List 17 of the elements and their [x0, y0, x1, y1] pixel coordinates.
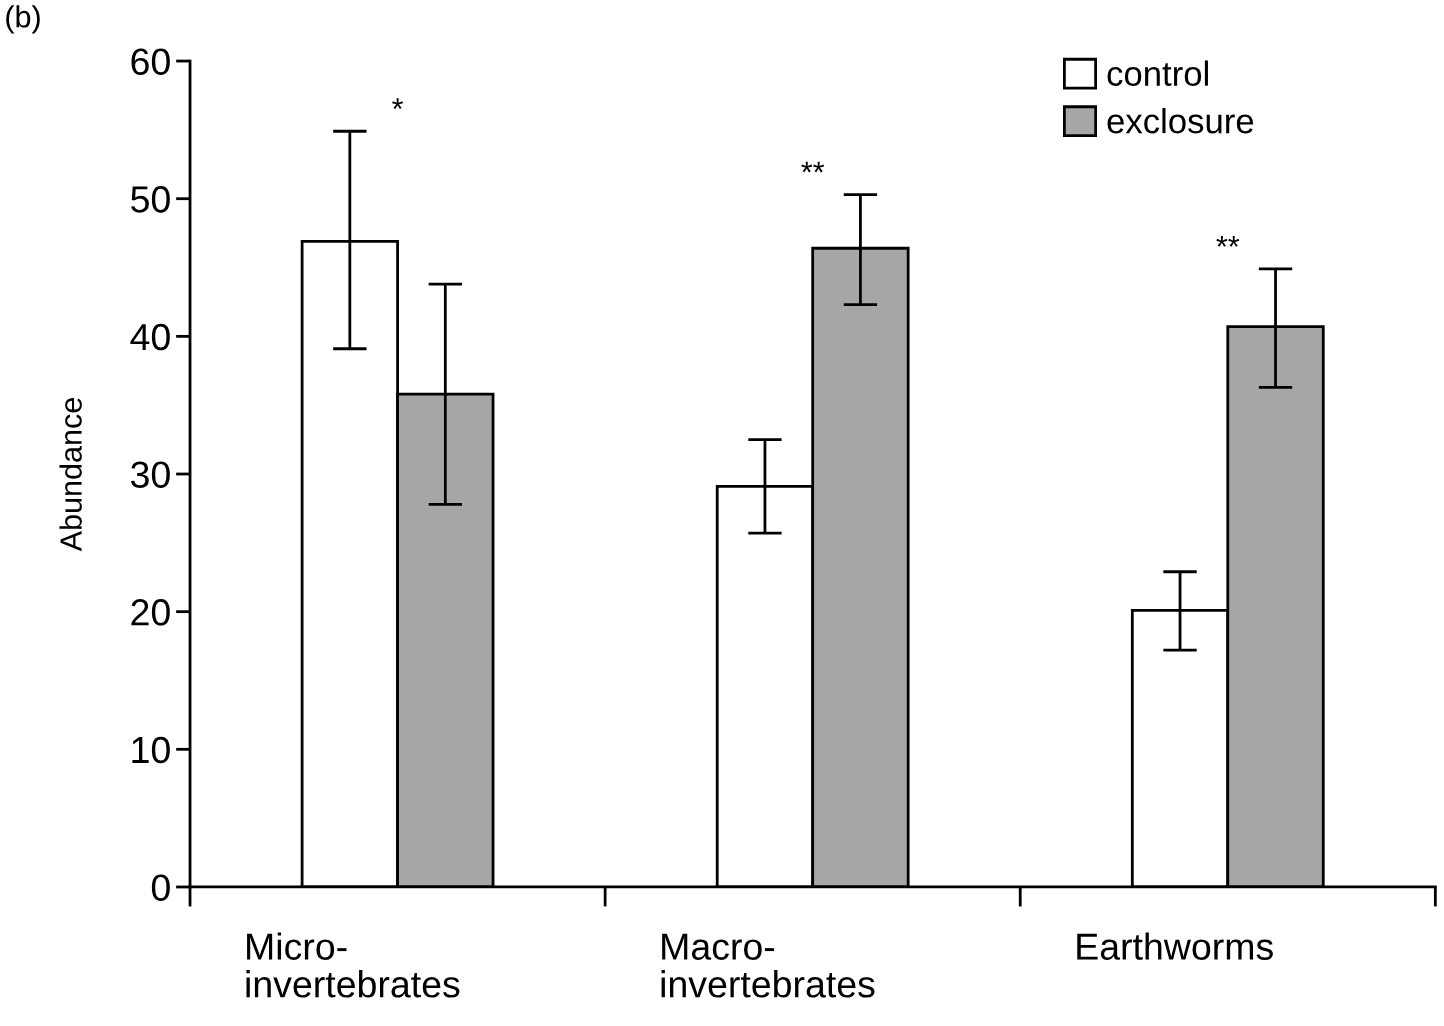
y-tick-label: 30 — [131, 461, 170, 488]
y-tick-label: 0 — [151, 874, 170, 901]
annotation: ** — [801, 161, 825, 173]
annotation: ** — [1216, 235, 1240, 247]
y-tick-label: 60 — [131, 48, 170, 75]
text: (b) — [6, 5, 40, 34]
x-tick-label: Macro- invertebrates — [661, 933, 875, 998]
y-tick-label: 20 — [131, 599, 170, 626]
y-tick-label: 10 — [132, 736, 170, 764]
y-tick-label: 50 — [131, 186, 170, 213]
legend-label: control — [1107, 60, 1208, 86]
y-axis-title: Abundance — [59, 398, 82, 552]
y-tick-label: 40 — [130, 323, 170, 351]
annotation: * — [392, 98, 404, 110]
legend-label: exclosure — [1107, 107, 1254, 134]
x-tick-label: Earthworms — [1077, 932, 1273, 960]
x-tick-label: Micro- invertebrates — [246, 932, 460, 998]
